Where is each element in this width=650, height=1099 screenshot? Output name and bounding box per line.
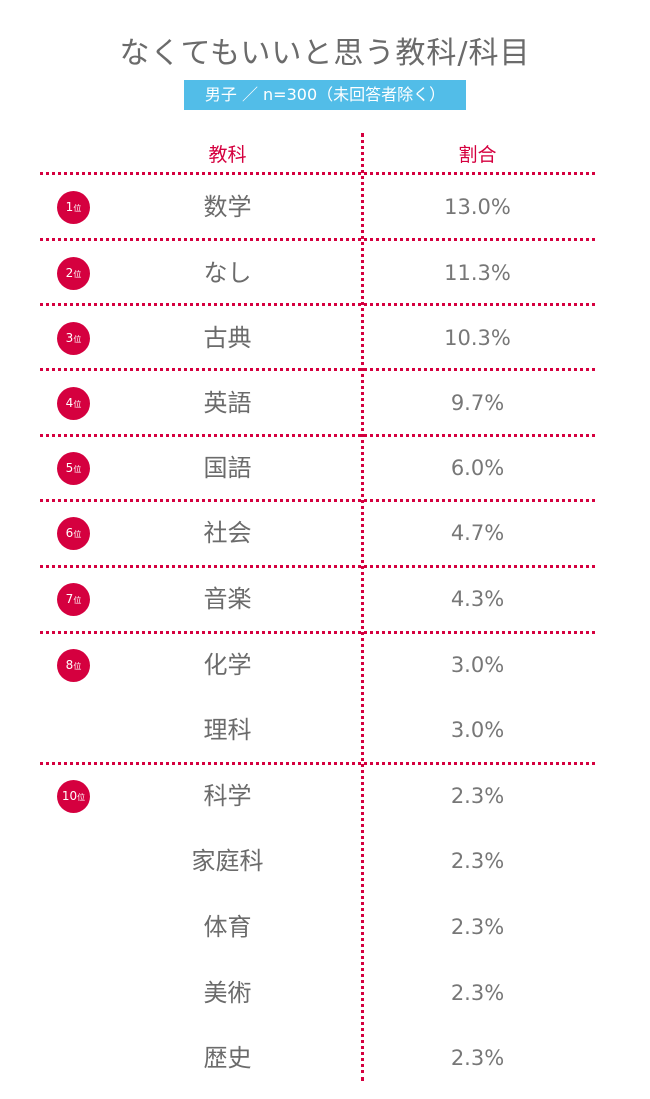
rank-badge: 1位 xyxy=(57,191,90,224)
ratio-value: 2.3% xyxy=(450,1046,505,1070)
rank-suffix: 位 xyxy=(73,400,82,409)
ratio-value: 9.7% xyxy=(450,391,505,415)
rank-suffix: 位 xyxy=(73,596,82,605)
page-title: なくてもいいと思う教科/科目 xyxy=(119,36,531,71)
table-row: 理科 3.0% xyxy=(0,715,650,745)
ratio-value: 2.3% xyxy=(450,981,505,1005)
rank-badge: 3位 xyxy=(57,322,90,355)
rank-number: 4 xyxy=(65,396,74,410)
row-separator xyxy=(40,172,595,175)
rank-number: 2 xyxy=(65,266,74,280)
table-row: 1位 数学 13.0% xyxy=(0,191,650,224)
rank-suffix: 位 xyxy=(73,270,82,279)
rank-badge: 8位 xyxy=(57,649,90,682)
row-separator xyxy=(40,499,595,502)
subject-name: 理科 xyxy=(203,716,252,744)
rank-suffix: 位 xyxy=(73,204,82,213)
rank-suffix: 位 xyxy=(73,530,82,539)
table-row: 2位 なし 11.3% xyxy=(0,257,650,290)
ratio-value: 2.3% xyxy=(450,784,505,808)
row-separator xyxy=(40,631,595,634)
subject-name: 美術 xyxy=(203,979,252,1007)
row-separator xyxy=(40,434,595,437)
ratio-value: 3.0% xyxy=(450,718,505,742)
rank-number: 1 xyxy=(65,200,74,214)
subject-name: なし xyxy=(203,259,252,287)
ratio-column-header: 割合 xyxy=(458,144,497,166)
ratio-value: 13.0% xyxy=(444,195,511,219)
table-row: 8位 化学 3.0% xyxy=(0,649,650,682)
subject-name: 国語 xyxy=(203,454,252,482)
rank-suffix: 位 xyxy=(77,793,86,802)
rank-badge: 7位 xyxy=(57,583,90,616)
ratio-value: 11.3% xyxy=(444,261,511,285)
row-separator xyxy=(40,368,595,371)
subject-name: 古典 xyxy=(203,324,252,352)
rank-suffix: 位 xyxy=(73,335,82,344)
sample-note-badge: 男子 ／ n=300（未回答者除く） xyxy=(184,80,466,110)
ratio-value: 2.3% xyxy=(450,915,505,939)
subject-name: 化学 xyxy=(203,651,252,679)
rank-number: 7 xyxy=(65,592,74,606)
ratio-value: 6.0% xyxy=(450,456,505,480)
table-row: 歴史 2.3% xyxy=(0,1043,650,1073)
subject-column-header: 教科 xyxy=(208,144,247,166)
column-divider xyxy=(361,133,364,1081)
table-row: 体育 2.3% xyxy=(0,912,650,942)
rank-badge: 5位 xyxy=(57,452,90,485)
subject-name: 科学 xyxy=(203,782,252,810)
row-separator xyxy=(40,565,595,568)
row-separator xyxy=(40,303,595,306)
ratio-value: 10.3% xyxy=(444,326,511,350)
rank-number: 5 xyxy=(65,461,74,475)
rank-badge: 4位 xyxy=(57,387,90,420)
ratio-value: 4.7% xyxy=(450,521,505,545)
ratio-value: 4.3% xyxy=(450,587,505,611)
rank-suffix: 位 xyxy=(73,662,82,671)
subject-name: 数学 xyxy=(203,193,252,221)
row-separator xyxy=(40,238,595,241)
table-row: 7位 音楽 4.3% xyxy=(0,583,650,616)
subject-name: 社会 xyxy=(203,519,252,547)
rank-number: 8 xyxy=(65,658,74,672)
table-row: 3位 古典 10.3% xyxy=(0,322,650,355)
row-separator xyxy=(40,762,595,765)
rank-suffix: 位 xyxy=(73,465,82,474)
rank-badge: 10位 xyxy=(57,780,90,813)
table-row: 美術 2.3% xyxy=(0,978,650,1008)
subject-name: 音楽 xyxy=(203,585,252,613)
subject-name: 家庭科 xyxy=(191,847,264,875)
subject-name: 歴史 xyxy=(203,1044,252,1072)
table-row: 10位 科学 2.3% xyxy=(0,780,650,813)
subject-name: 英語 xyxy=(203,389,252,417)
rank-number: 3 xyxy=(65,331,74,345)
table-row: 4位 英語 9.7% xyxy=(0,387,650,420)
table-row: 家庭科 2.3% xyxy=(0,846,650,876)
rank-badge: 2位 xyxy=(57,257,90,290)
subject-name: 体育 xyxy=(203,913,252,941)
table-row: 5位 国語 6.0% xyxy=(0,452,650,485)
rank-number: 6 xyxy=(65,526,74,540)
rank-badge: 6位 xyxy=(57,517,90,550)
ratio-value: 3.0% xyxy=(450,653,505,677)
ratio-value: 2.3% xyxy=(450,849,505,873)
rank-number: 10 xyxy=(61,789,78,803)
table-row: 6位 社会 4.7% xyxy=(0,517,650,550)
